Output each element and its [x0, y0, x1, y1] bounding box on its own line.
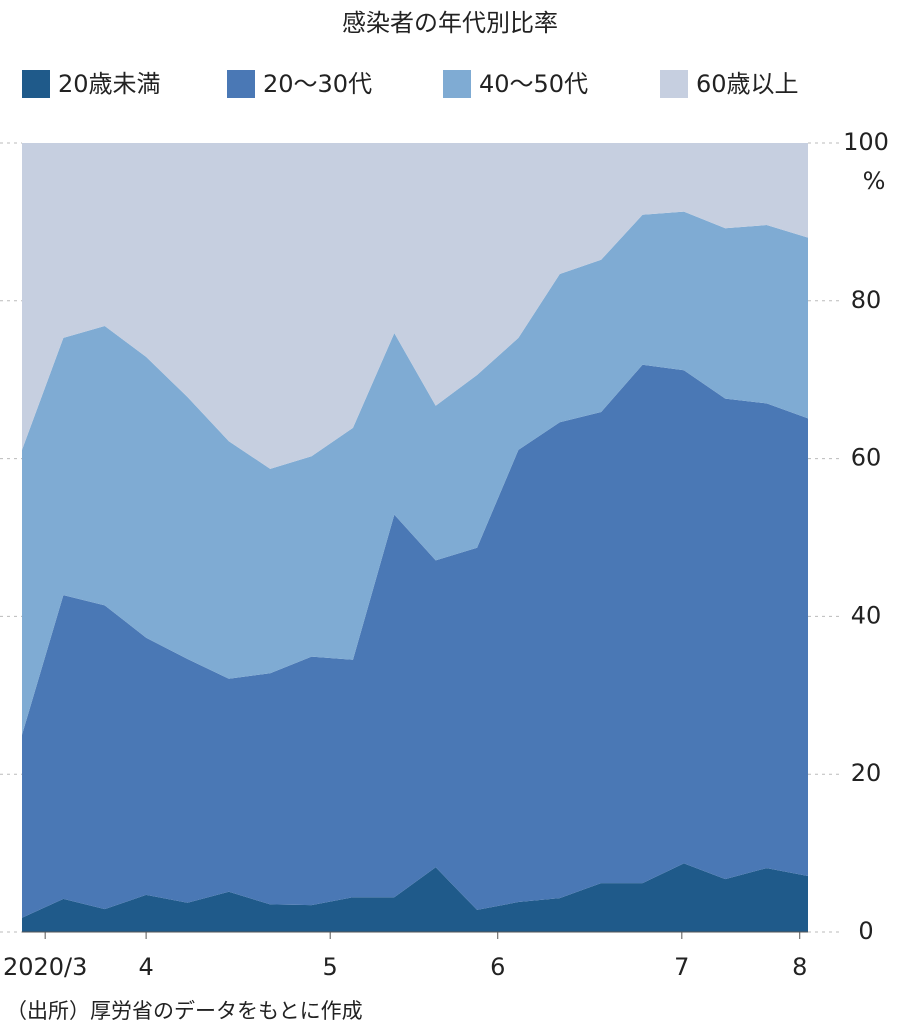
legend-label: 20歳未満 — [58, 70, 161, 98]
legend-swatch — [443, 70, 471, 98]
y-tick-label: 40 — [851, 601, 882, 629]
chart-title: 感染者の年代別比率 — [342, 9, 558, 37]
legend-swatch — [22, 70, 50, 98]
source: （出所）厚労省のデータをもとに作成 — [6, 999, 363, 1023]
area — [22, 863, 808, 932]
legend-label: 60歳以上 — [696, 70, 799, 98]
x-tick-label: 2020/3 — [3, 953, 87, 981]
y-unit: % — [863, 167, 886, 195]
x-tick-label: 8 — [792, 953, 807, 981]
y-tick-label: 60 — [851, 444, 882, 472]
x-tick-label: 7 — [674, 953, 689, 981]
y-tick-label: 80 — [851, 286, 882, 314]
y-tick-label: 0 — [858, 917, 873, 945]
y-tick-label: 100 — [843, 128, 889, 156]
y-tick-label: 20 — [851, 759, 882, 787]
area — [22, 364, 808, 918]
area — [22, 143, 808, 469]
legend-swatch — [227, 70, 255, 98]
legend-swatch — [660, 70, 688, 98]
legend-label: 20〜30代 — [263, 70, 372, 98]
x-tick-label: 5 — [323, 953, 338, 981]
x-tick-label: 6 — [490, 953, 505, 981]
legend-label: 40〜50代 — [479, 70, 588, 98]
x-tick-label: 4 — [138, 953, 153, 981]
area — [22, 211, 808, 735]
